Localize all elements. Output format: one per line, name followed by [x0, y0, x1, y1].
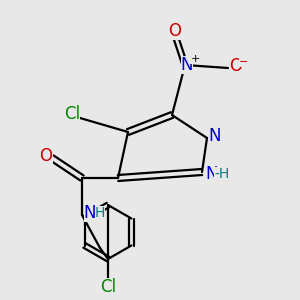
Text: -H: -H	[214, 167, 230, 181]
Text: N: N	[181, 56, 193, 74]
Text: −: −	[239, 57, 249, 67]
Text: O: O	[169, 22, 182, 40]
Text: N: N	[84, 204, 96, 222]
Text: +: +	[190, 54, 200, 64]
Text: N: N	[206, 165, 218, 183]
Text: Cl: Cl	[100, 278, 116, 296]
Text: O: O	[230, 57, 242, 75]
Text: H: H	[95, 206, 105, 220]
Text: N: N	[209, 127, 221, 145]
Text: O: O	[40, 147, 52, 165]
Text: Cl: Cl	[64, 105, 80, 123]
